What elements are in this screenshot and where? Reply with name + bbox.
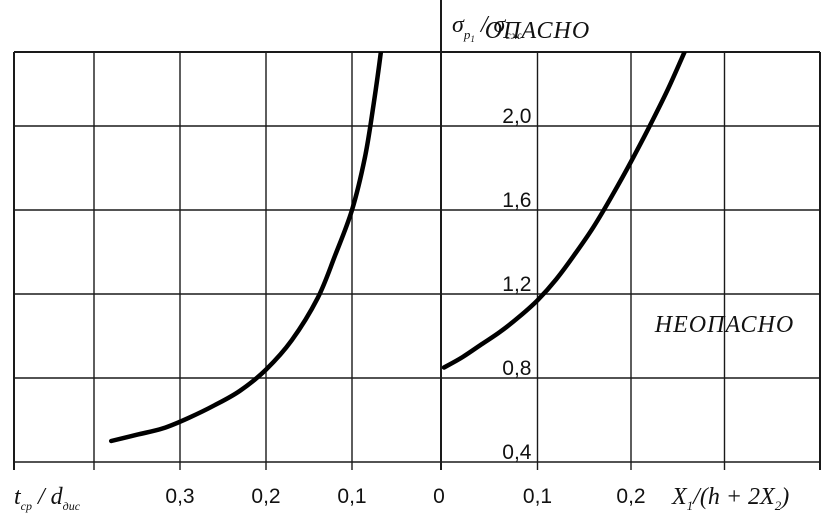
curve-right — [441, 52, 687, 370]
x-axis-label-left: tср / dдис — [14, 484, 81, 513]
x-tick-label-left: 0,2 — [251, 485, 280, 508]
region-label-safe: НЕОПАСНО — [654, 312, 794, 338]
y-tick-label: 0,4 — [502, 441, 532, 464]
curve-left — [108, 52, 384, 444]
x-tick-label-right: 0,1 — [523, 485, 552, 508]
y-tick-label: 2,0 — [502, 105, 531, 128]
y-tick-label: 1,6 — [502, 189, 531, 212]
x-axis-label-right: X1/(h + 2X2) — [671, 484, 789, 513]
labels: 0,3 0,2 0,1 0 0,1 0,2 0,4 0,8 1,2 1,6 2,0 ОПАСНО НЕО… — [165, 18, 794, 508]
x-tick-label-right: 0 — [433, 485, 445, 508]
grid — [13, 0, 821, 470]
region-label-dangerous: ОПАСНО — [485, 18, 590, 44]
y-tick-label: 1,2 — [502, 273, 531, 296]
x-tick-label-left: 0,3 — [165, 485, 194, 508]
x-tick-label-right: 0,2 — [616, 485, 645, 508]
y-tick-label: 0,8 — [502, 357, 531, 380]
curves — [108, 52, 687, 444]
x-tick-label-left: 0,1 — [337, 485, 366, 508]
